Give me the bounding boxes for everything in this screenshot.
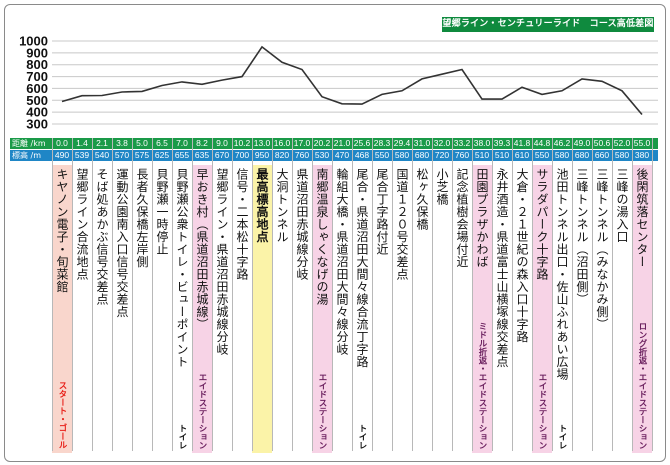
y-tick-label: 400 [26,105,48,120]
y-tick-label: 500 [26,93,48,108]
elevation-line [61,45,643,116]
chart-grid [52,40,658,125]
y-tick-label: 800 [26,57,48,72]
y-tick-label: 1000 [19,34,48,49]
chart-title: 望郷ライン・センチュリーライド コース高低差図 [442,17,654,32]
y-tick-label: 700 [26,69,48,84]
chart-frame [4,4,666,462]
y-tick-label: 300 [26,117,48,132]
y-tick-label: 900 [26,45,48,60]
y-tick-label: 600 [26,81,48,96]
